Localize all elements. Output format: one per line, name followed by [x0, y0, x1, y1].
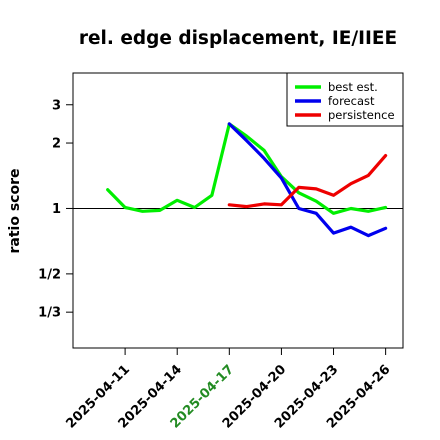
series-line-best-est	[106, 122, 388, 215]
y-tick-label: 1	[52, 202, 61, 217]
series-line-persistence	[227, 154, 388, 209]
legend-label: forecast	[328, 94, 375, 108]
legend-label: best est.	[328, 80, 378, 94]
y-tick-label: 1/2	[38, 267, 61, 282]
series-layer	[106, 122, 388, 238]
series-line-forecast	[227, 122, 388, 238]
y-tick-label: 2	[52, 137, 61, 152]
y-tick-label: 1/3	[38, 306, 61, 321]
plot-area-frame	[72, 72, 404, 349]
chart-title: rel. edge displacement, IE/IIEE	[79, 28, 397, 49]
y-axis-label: ratio score	[7, 169, 23, 254]
y-tick-label: 3	[52, 98, 61, 113]
x-axis: 2025-04-112025-04-142025-04-172025-04-20…	[64, 348, 393, 432]
legend-label: persistence	[328, 108, 395, 122]
